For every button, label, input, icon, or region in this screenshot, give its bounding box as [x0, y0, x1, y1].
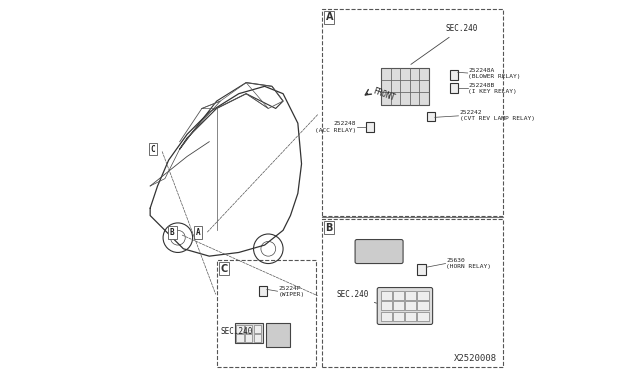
Text: 252242
(CVT REV LAMP RELAY): 252242 (CVT REV LAMP RELAY)	[460, 110, 534, 121]
Bar	[393, 301, 404, 310]
Text: 252248A
(BLOWER RELAY): 252248A (BLOWER RELAY)	[468, 68, 521, 79]
Bar	[410, 93, 419, 105]
Bar	[417, 263, 426, 275]
Bar	[400, 68, 410, 80]
Bar	[417, 301, 429, 310]
Text: C: C	[151, 145, 156, 154]
Bar	[322, 219, 503, 367]
Bar	[400, 80, 410, 93]
Text: SEC.240: SEC.240	[411, 24, 478, 64]
Bar	[253, 325, 261, 333]
Bar	[235, 323, 263, 343]
Bar	[381, 80, 390, 93]
Text: B: B	[326, 223, 333, 233]
Bar	[427, 112, 435, 121]
Bar	[266, 323, 291, 347]
Bar	[381, 311, 392, 321]
Bar	[390, 68, 400, 80]
Text: SEC.240: SEC.240	[337, 290, 376, 303]
Bar	[236, 325, 244, 333]
Bar	[216, 260, 316, 367]
Text: A: A	[326, 13, 333, 22]
FancyBboxPatch shape	[377, 288, 433, 324]
Bar	[449, 70, 458, 80]
Bar	[322, 9, 503, 215]
Bar	[381, 68, 390, 80]
Text: X2520008: X2520008	[454, 354, 497, 363]
Bar	[381, 291, 392, 300]
Bar	[405, 311, 417, 321]
Bar	[419, 93, 429, 105]
FancyBboxPatch shape	[355, 240, 403, 263]
Bar	[400, 93, 410, 105]
Bar	[253, 334, 261, 342]
Text: C: C	[220, 263, 228, 273]
Text: A: A	[196, 228, 200, 237]
Bar	[410, 80, 419, 93]
Text: 252248
(ACC RELAY): 252248 (ACC RELAY)	[315, 121, 356, 132]
Bar	[244, 325, 252, 333]
Bar	[390, 93, 400, 105]
Text: 25630
(HORN RELAY): 25630 (HORN RELAY)	[446, 258, 492, 269]
Bar	[419, 80, 429, 93]
Bar	[405, 291, 417, 300]
Text: B: B	[170, 228, 175, 237]
Bar	[393, 311, 404, 321]
Bar	[417, 291, 429, 300]
Bar	[419, 68, 429, 80]
Bar	[259, 286, 267, 296]
Bar	[405, 301, 417, 310]
Bar	[417, 311, 429, 321]
Bar	[381, 68, 429, 105]
Bar	[393, 291, 404, 300]
Text: 252248B
(I KEY RELAY): 252248B (I KEY RELAY)	[468, 83, 517, 94]
Bar	[381, 301, 392, 310]
Bar	[236, 334, 244, 342]
Bar	[449, 83, 458, 93]
Text: 25224P
(WIPER): 25224P (WIPER)	[278, 286, 305, 297]
Bar	[410, 68, 419, 80]
Bar	[366, 122, 374, 132]
Text: FRONT: FRONT	[372, 86, 397, 103]
Bar	[244, 334, 252, 342]
Bar	[390, 80, 400, 93]
Text: SEC.240: SEC.240	[220, 327, 253, 336]
Bar	[381, 93, 390, 105]
